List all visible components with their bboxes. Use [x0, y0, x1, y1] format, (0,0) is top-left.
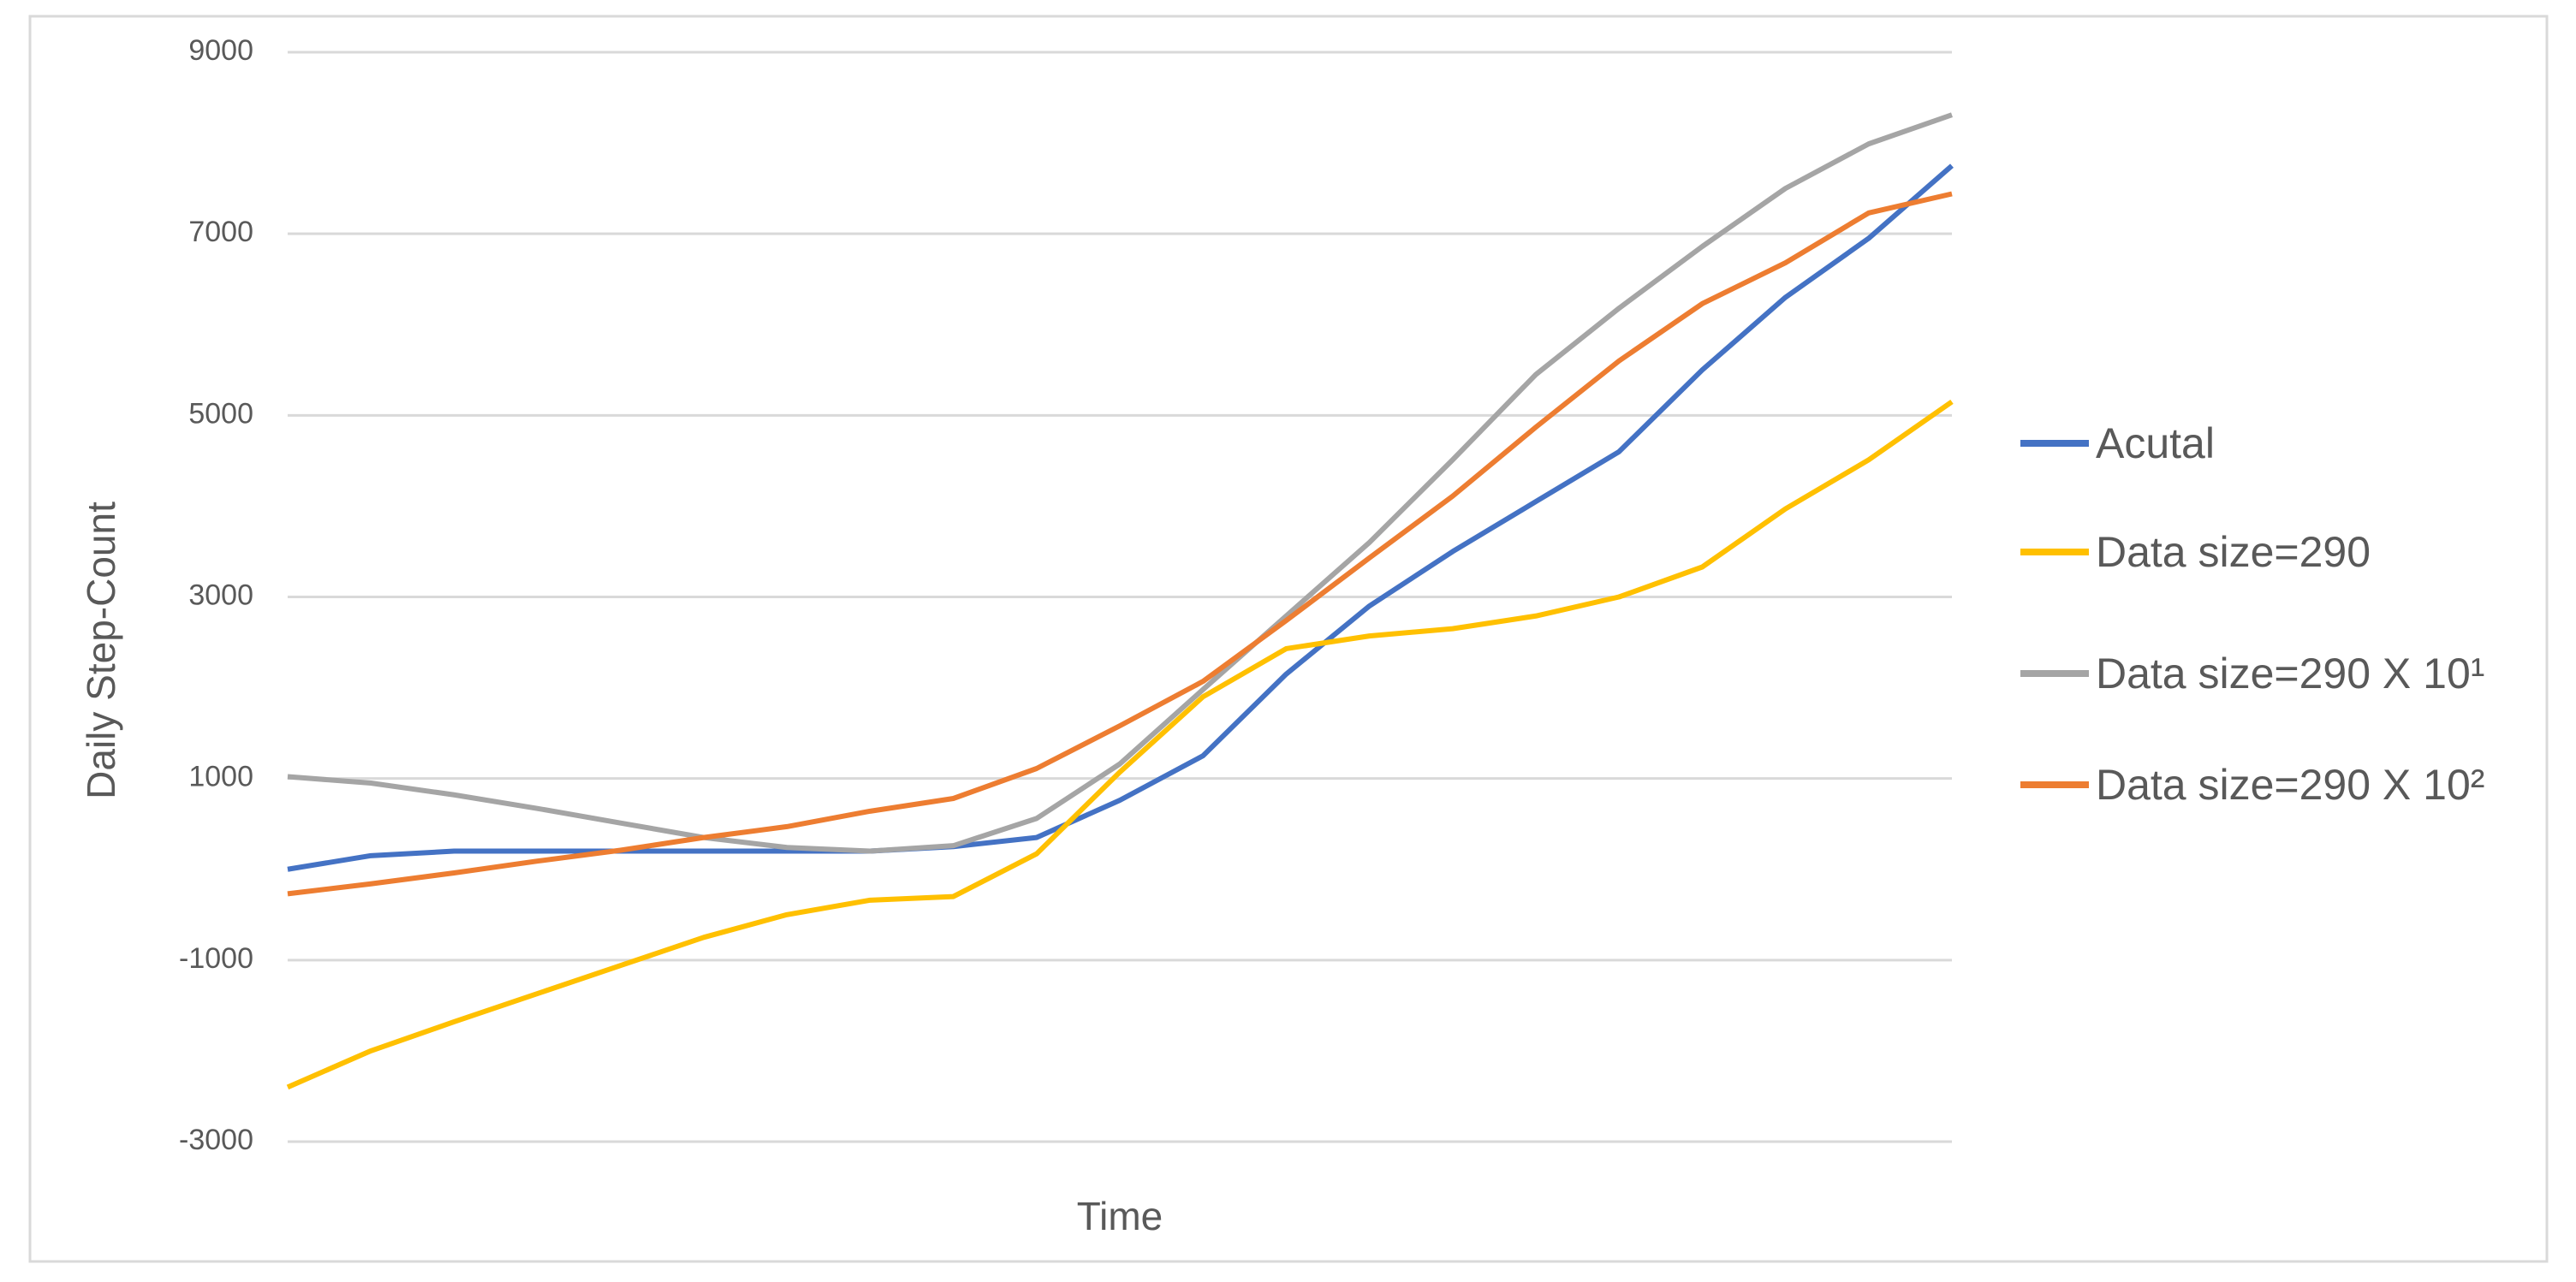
legend-label: Data size=290 X 10²	[2096, 761, 2484, 809]
y-tick-label: 1000	[188, 761, 253, 793]
y-tick-label: 7000	[188, 216, 253, 248]
legend-label: Acutal	[2096, 419, 2215, 467]
series-line	[287, 112, 1953, 854]
legend-label: Data size=290	[2096, 528, 2371, 576]
series-line	[286, 399, 1954, 1090]
y-tick-label: -1000	[179, 942, 253, 975]
y-tick-label: -3000	[179, 1124, 253, 1156]
x-axis-title: Time	[1077, 1194, 1163, 1238]
y-tick-label: 5000	[188, 397, 253, 430]
legend-label: Data size=290 X 10¹	[2096, 650, 2484, 697]
series-line	[287, 163, 1954, 872]
y-axis-title: Daily Step-Count	[79, 502, 123, 799]
chart-frame	[28, 15, 2549, 1263]
y-tick-label: 3000	[188, 579, 253, 611]
y-tick-label: 9000	[188, 34, 253, 67]
series-line	[287, 191, 1953, 897]
